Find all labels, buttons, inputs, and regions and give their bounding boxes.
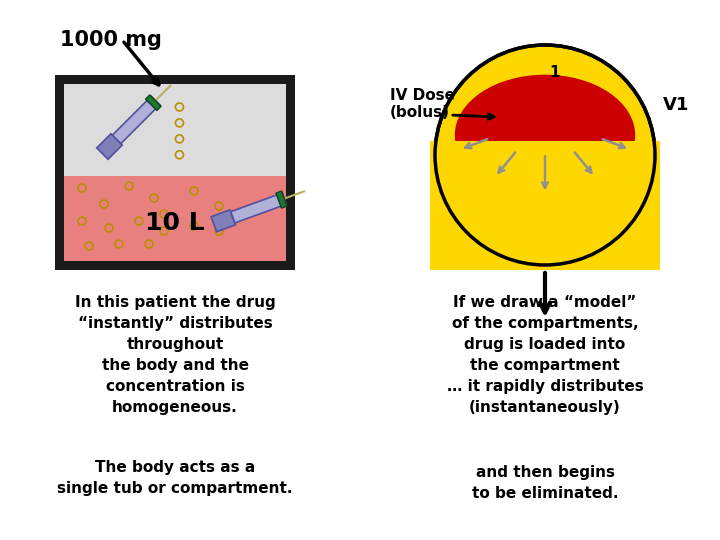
Circle shape	[85, 242, 93, 250]
Circle shape	[176, 151, 184, 159]
Polygon shape	[276, 191, 287, 208]
Circle shape	[125, 182, 133, 190]
Circle shape	[190, 187, 198, 195]
Polygon shape	[145, 95, 161, 111]
Text: and then begins
to be eliminated.: and then begins to be eliminated.	[472, 465, 618, 501]
Polygon shape	[112, 96, 160, 144]
Circle shape	[176, 103, 184, 111]
Circle shape	[176, 119, 184, 127]
Circle shape	[190, 222, 198, 230]
Circle shape	[160, 227, 168, 235]
Circle shape	[215, 202, 223, 210]
Text: 1000 mg: 1000 mg	[60, 30, 162, 50]
Text: 10 L: 10 L	[145, 211, 204, 235]
Circle shape	[135, 217, 143, 225]
Circle shape	[160, 210, 168, 218]
Bar	[430, 141, 660, 270]
Circle shape	[78, 184, 86, 192]
Text: If we draw a “model”
of the compartments,
drug is loaded into
the compartment
… : If we draw a “model” of the compartments…	[446, 295, 644, 415]
Text: In this patient the drug
“instantly” distributes
throughout
the body and the
con: In this patient the drug “instantly” dis…	[75, 295, 275, 415]
Text: IV Dose
(bolus): IV Dose (bolus)	[390, 88, 455, 120]
Ellipse shape	[435, 45, 655, 265]
Ellipse shape	[455, 75, 635, 195]
Polygon shape	[96, 134, 122, 159]
Circle shape	[115, 240, 123, 248]
Text: V1: V1	[663, 97, 689, 114]
Bar	[55, 75, 295, 270]
Circle shape	[176, 135, 184, 143]
Bar	[64, 84, 286, 176]
Text: 1: 1	[550, 65, 560, 80]
Text: The body acts as a
single tub or compartment.: The body acts as a single tub or compart…	[58, 460, 293, 496]
Circle shape	[78, 217, 86, 225]
Circle shape	[105, 224, 113, 232]
Circle shape	[150, 194, 158, 202]
Circle shape	[215, 227, 223, 235]
Polygon shape	[230, 193, 287, 223]
Circle shape	[100, 200, 108, 208]
Polygon shape	[211, 210, 235, 232]
Bar	[64, 176, 286, 261]
Circle shape	[145, 240, 153, 248]
